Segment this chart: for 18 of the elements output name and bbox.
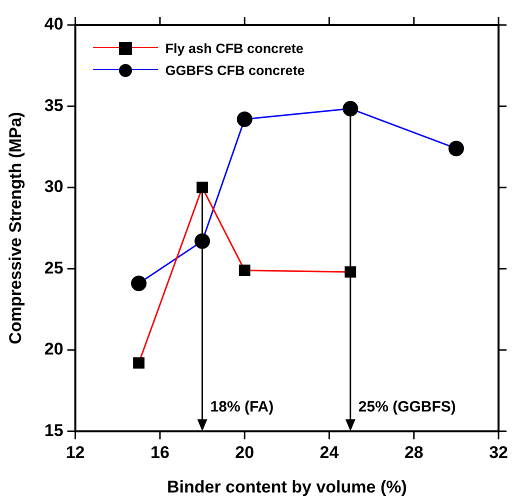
legend-label: GGBFS CFB concrete bbox=[165, 62, 305, 78]
x-tick-label: 12 bbox=[66, 443, 85, 462]
x-tick-label: 16 bbox=[150, 443, 170, 462]
y-tick-label: 40 bbox=[44, 14, 64, 34]
y-tick-label: 30 bbox=[44, 177, 64, 196]
annotation: 18% (FA) bbox=[210, 398, 274, 416]
y-axis-title: Compressive Strength (MPa) bbox=[6, 112, 25, 344]
x-axis-title: Binder content by volume (%) bbox=[166, 477, 407, 496]
y-tick-label: 35 bbox=[44, 96, 64, 115]
x-tick-label: 20 bbox=[235, 443, 254, 462]
x-tick-label: 32 bbox=[489, 443, 508, 462]
y-tick-label: 20 bbox=[44, 340, 64, 359]
x-tick-label: 24 bbox=[320, 443, 340, 462]
annotation: 25% (GGBFS) bbox=[358, 398, 456, 416]
y-tick-label: 25 bbox=[44, 258, 64, 278]
x-tick-label: 28 bbox=[404, 443, 424, 462]
y-tick-label: 15 bbox=[44, 420, 64, 440]
legend-label: Fly ash CFB concrete bbox=[165, 40, 304, 56]
